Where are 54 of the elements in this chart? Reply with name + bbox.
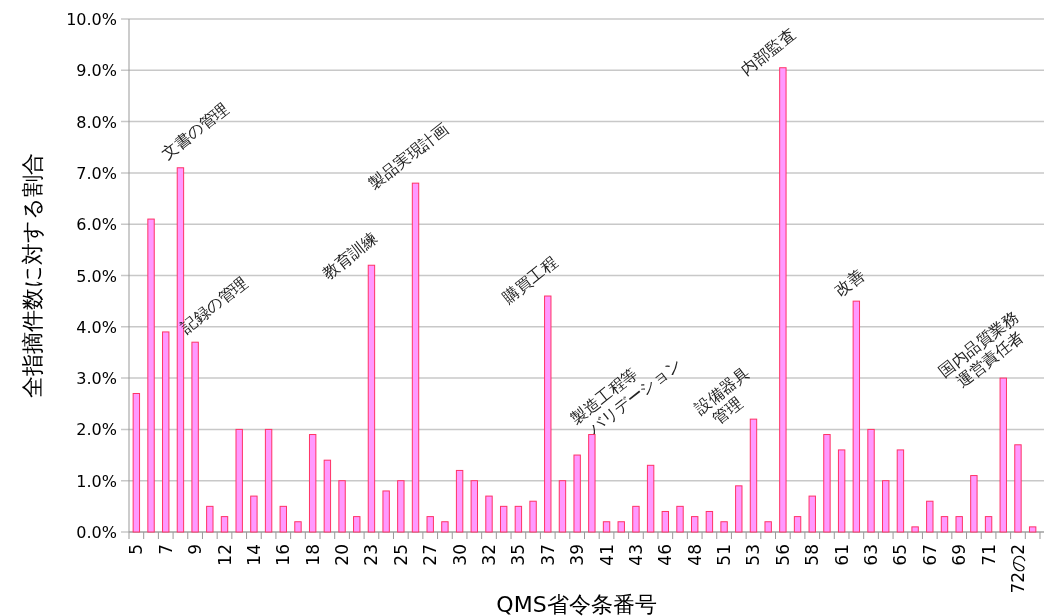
annotation: 改善 <box>830 265 868 301</box>
x-tick-label: 67 <box>919 544 940 566</box>
y-tick-label: 8.0% <box>76 112 117 132</box>
x-tick-label: 30 <box>449 544 470 566</box>
x-tick-label: 37 <box>537 544 558 566</box>
x-tick-label: 46 <box>655 544 676 566</box>
x-tick-label: 69 <box>949 544 970 566</box>
annotation: 文書の管理 <box>157 98 233 164</box>
annotation: 記録の管理 <box>176 272 252 338</box>
y-tick-label: 4.0% <box>76 317 117 337</box>
x-tick-label: 65 <box>890 544 911 566</box>
annotation: 製品実現計画 <box>364 119 453 194</box>
x-tick-label: 7 <box>155 544 176 555</box>
x-tick-label: 63 <box>861 544 882 566</box>
annotation: 設備器具 管理 <box>690 363 753 429</box>
x-tick-label: 9 <box>185 544 206 555</box>
y-axis-title: 全指摘件数に対する割合 <box>20 153 45 398</box>
y-tick-label: 2.0% <box>76 420 117 440</box>
x-tick-label: 35 <box>508 544 529 566</box>
annotation: 内部監査 <box>736 24 799 80</box>
x-tick-label: 58 <box>802 544 823 566</box>
annotation: 製造工程等 バリデーション <box>566 354 685 439</box>
x-tick-label: 27 <box>420 544 441 566</box>
y-tick-label: 9.0% <box>76 61 117 81</box>
x-tick-label: 53 <box>743 544 764 566</box>
x-tick-label: 20 <box>332 544 353 566</box>
x-tick-label: 48 <box>684 544 705 566</box>
y-tick-label: 7.0% <box>76 163 117 183</box>
x-tick-label: 41 <box>596 544 617 566</box>
annotation: 購買工程 <box>498 252 561 308</box>
y-tick-label: 0.0% <box>76 523 117 542</box>
x-tick-label: 72の2 <box>1007 544 1028 594</box>
x-tick-label: 61 <box>831 544 852 566</box>
x-tick-label: 51 <box>714 544 735 566</box>
x-tick-label: 23 <box>361 544 382 566</box>
x-tick-label: 12 <box>214 544 235 566</box>
x-tick-label: 5 <box>126 544 147 555</box>
x-tick-label: 39 <box>567 544 588 566</box>
y-tick-label: 5.0% <box>76 266 117 286</box>
y-tick-label: 6.0% <box>76 215 117 235</box>
x-tick-label: 25 <box>390 544 411 566</box>
x-tick-label: 32 <box>478 544 499 566</box>
annotation: 教育訓練 <box>318 228 381 284</box>
y-tick-label: 10.0% <box>66 10 117 29</box>
y-tick-label: 3.0% <box>76 369 117 389</box>
x-tick-label: 71 <box>978 544 999 566</box>
x-tick-label: 56 <box>772 544 793 566</box>
x-tick-label: 43 <box>625 544 646 566</box>
annotation: 国内品質業務 運営責任者 <box>934 307 1028 392</box>
x-tick-label: 18 <box>302 544 323 566</box>
x-axis-title: QMS省令条番号 <box>496 592 657 616</box>
x-tick-label: 16 <box>273 544 294 566</box>
x-tick-label: 14 <box>243 544 264 566</box>
y-tick-label: 1.0% <box>76 471 117 491</box>
